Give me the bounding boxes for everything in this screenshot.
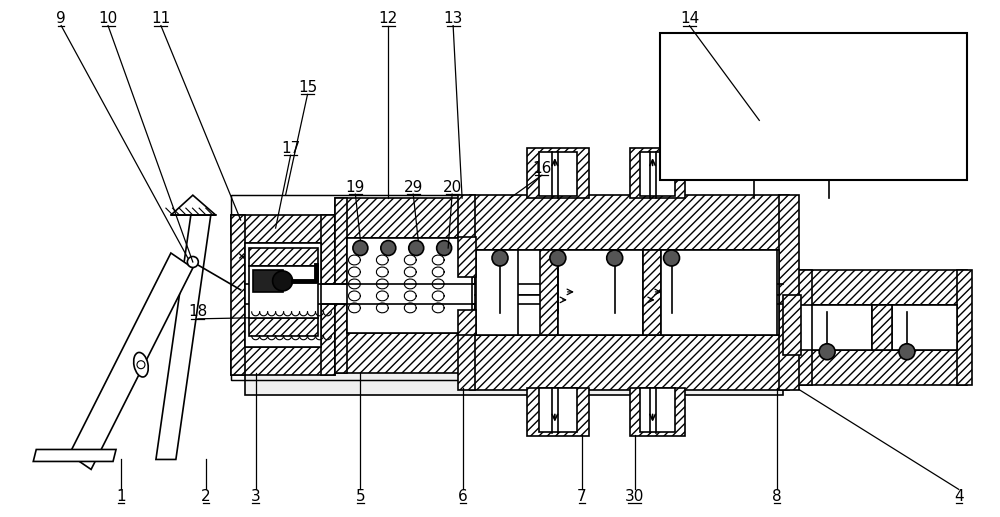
Bar [779,195,799,390]
Bar [470,335,789,390]
Bar [231,195,472,379]
Text: 12: 12 [379,11,398,26]
Bar [231,215,335,243]
Bar [231,195,472,379]
Bar [231,215,245,375]
Bar [475,295,779,335]
Text: 15: 15 [298,80,317,95]
Bar [539,153,577,196]
Text: 3: 3 [251,489,261,504]
Text: 8: 8 [772,489,782,504]
Circle shape [381,240,396,255]
Text: 14: 14 [680,11,699,26]
Text: 29: 29 [404,180,423,195]
Bar [630,148,685,198]
Circle shape [137,361,145,369]
Text: 11: 11 [151,11,171,26]
Bar [245,280,783,394]
Circle shape [819,344,835,360]
Bar [249,248,318,266]
Polygon shape [69,253,193,469]
Circle shape [273,271,293,291]
Bar [892,305,957,350]
Text: 2: 2 [201,489,211,504]
Bar [475,250,779,295]
Bar [957,270,972,385]
Bar [797,350,967,385]
Circle shape [492,250,508,266]
Bar [797,270,812,385]
Text: 20: 20 [443,180,462,195]
Circle shape [437,240,452,255]
Bar [335,198,472,238]
Text: 10: 10 [98,11,118,26]
Text: 5: 5 [356,489,365,504]
Circle shape [187,256,198,267]
Bar [347,238,472,333]
Text: 4: 4 [954,489,964,504]
Bar [812,305,872,350]
Text: 1: 1 [116,489,126,504]
Bar [253,270,283,292]
Bar [640,153,675,196]
Bar [558,250,643,335]
Bar [661,250,777,335]
Bar [321,215,335,375]
Bar [660,33,967,180]
Bar [458,237,476,277]
Bar [630,388,685,435]
Bar [458,310,476,335]
Text: 16: 16 [532,161,552,176]
Bar [335,198,347,373]
Text: 30: 30 [625,489,644,504]
Bar [249,318,318,336]
Polygon shape [171,195,216,215]
Bar [640,388,675,432]
Text: 18: 18 [188,305,207,320]
Text: 9: 9 [56,11,66,26]
Bar [335,333,472,373]
Text: 19: 19 [346,180,365,195]
Bar [470,195,789,250]
Circle shape [899,344,915,360]
Text: 7: 7 [577,489,587,504]
Bar [476,250,518,335]
Bar [799,305,954,350]
Bar [539,388,577,432]
Bar [540,250,558,335]
Bar [643,250,661,335]
Bar [245,243,321,347]
Bar [527,388,589,435]
Polygon shape [33,449,116,462]
Circle shape [353,240,368,255]
Bar [249,266,318,318]
Bar [231,347,335,375]
Circle shape [664,250,680,266]
Circle shape [607,250,623,266]
Text: 17: 17 [281,141,300,156]
Circle shape [550,250,566,266]
Text: 13: 13 [443,11,463,26]
Text: 6: 6 [458,489,468,504]
Polygon shape [156,215,211,460]
Bar [872,305,892,350]
Bar [245,284,783,304]
Ellipse shape [134,353,148,377]
Bar [783,295,801,355]
Bar [797,270,967,305]
Bar [458,195,475,390]
Circle shape [409,240,424,255]
Bar [527,148,589,198]
